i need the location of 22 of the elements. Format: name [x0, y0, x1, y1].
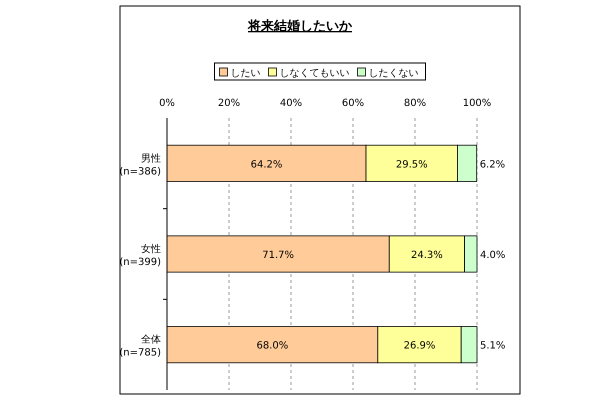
- y-tick-label: 全体 (n=785): [119, 334, 162, 359]
- data-label: 26.9%: [404, 340, 436, 352]
- data-label: 71.7%: [262, 250, 294, 261]
- x-tick-label: 40%: [280, 98, 302, 109]
- x-tick-label: 60%: [342, 98, 364, 109]
- data-label: 5.1%: [480, 340, 506, 352]
- x-tick-label: 20%: [218, 98, 240, 109]
- chart-title: 将来結婚したいか: [247, 19, 353, 34]
- x-tick-label: 0%: [159, 98, 175, 109]
- y-tick-label: 男性 (n=386): [119, 152, 162, 178]
- data-label: 68.0%: [256, 340, 288, 352]
- data-label: 64.2%: [250, 159, 282, 170]
- data-label: 6.2%: [480, 159, 506, 170]
- data-label: 24.3%: [411, 250, 443, 261]
- data-label: 4.0%: [480, 250, 506, 261]
- x-tick-label: 80%: [404, 98, 426, 109]
- legend-label: しなくてもいい: [280, 68, 350, 79]
- y-tick-label: 女性 (n=399): [119, 243, 162, 268]
- legend-label: したい: [230, 68, 260, 79]
- data-label: 29.5%: [396, 159, 428, 170]
- legend-label: したくない: [368, 68, 418, 79]
- x-tick-label: 100%: [462, 98, 492, 109]
